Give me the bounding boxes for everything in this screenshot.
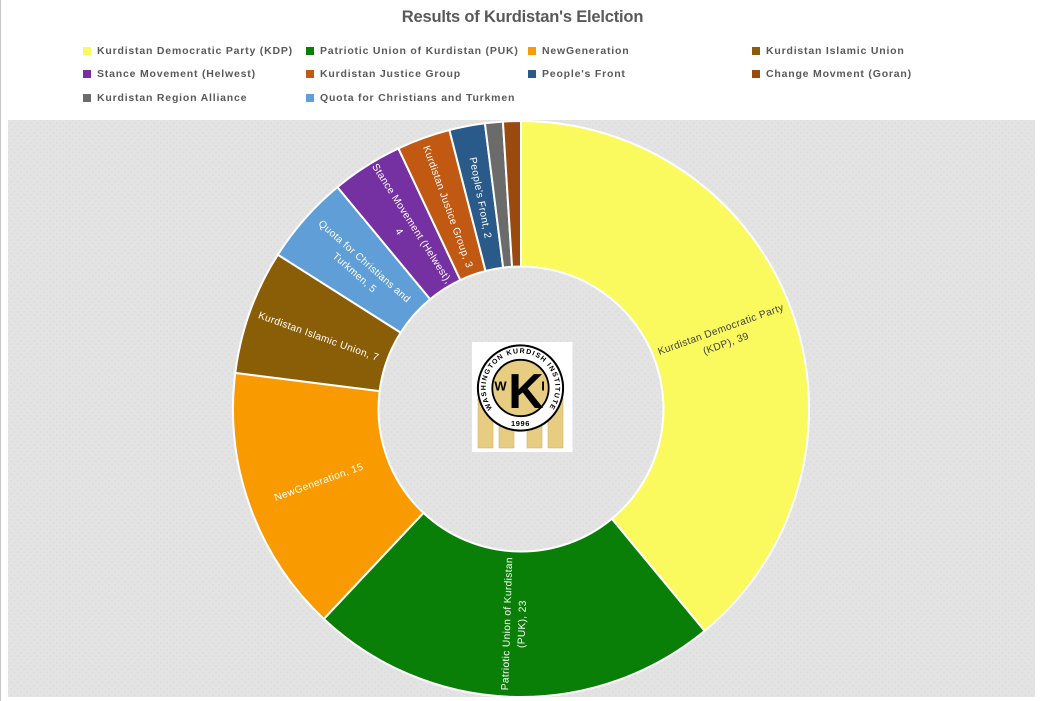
svg-text:K: K [508, 365, 543, 419]
svg-text:1996: 1996 [511, 419, 530, 428]
svg-text:W: W [494, 379, 507, 394]
svg-text:Patriotic Union of Kurdistan(P: Patriotic Union of Kurdistan(PUK), 23 [500, 557, 530, 691]
svg-text:I: I [541, 379, 545, 394]
